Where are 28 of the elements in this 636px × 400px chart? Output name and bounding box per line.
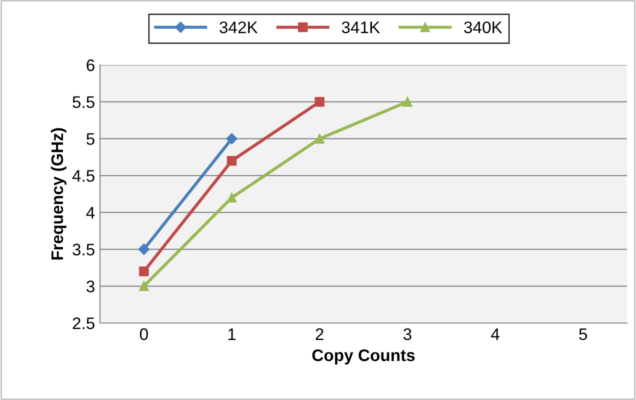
point <box>226 156 237 166</box>
y-tick-label: 4.5 <box>72 170 94 182</box>
x-tick-label: 5 <box>579 328 588 340</box>
x-tick-label: 4 <box>491 328 500 340</box>
point <box>402 96 412 107</box>
x-axis-title: Copy Counts <box>312 349 415 364</box>
legend-label: 341K <box>342 21 380 34</box>
y-tick-label: 5 <box>86 133 94 145</box>
point <box>226 133 238 144</box>
point <box>138 244 150 255</box>
y-axis-title: Frequency (GHz) <box>50 128 66 260</box>
x-tick-label: 1 <box>228 328 236 340</box>
legend-label: 342K <box>220 21 258 34</box>
point <box>314 134 324 144</box>
point <box>226 192 237 203</box>
point <box>314 96 324 107</box>
y-tick-label: 4 <box>86 207 95 218</box>
y-tick-label: 3 <box>86 280 94 292</box>
x-tick-label: 2 <box>316 328 324 340</box>
legend-label: 340K <box>464 21 502 34</box>
x-tick-label: 0 <box>140 328 148 340</box>
point <box>139 266 149 276</box>
y-tick-label: 5.5 <box>72 96 94 108</box>
y-tick-label: 3.5 <box>72 244 94 256</box>
x-tick-label: 3 <box>403 328 412 340</box>
y-tick-label: 2.5 <box>72 317 94 330</box>
y-tick-label: 6 <box>86 59 94 72</box>
point <box>139 281 149 292</box>
